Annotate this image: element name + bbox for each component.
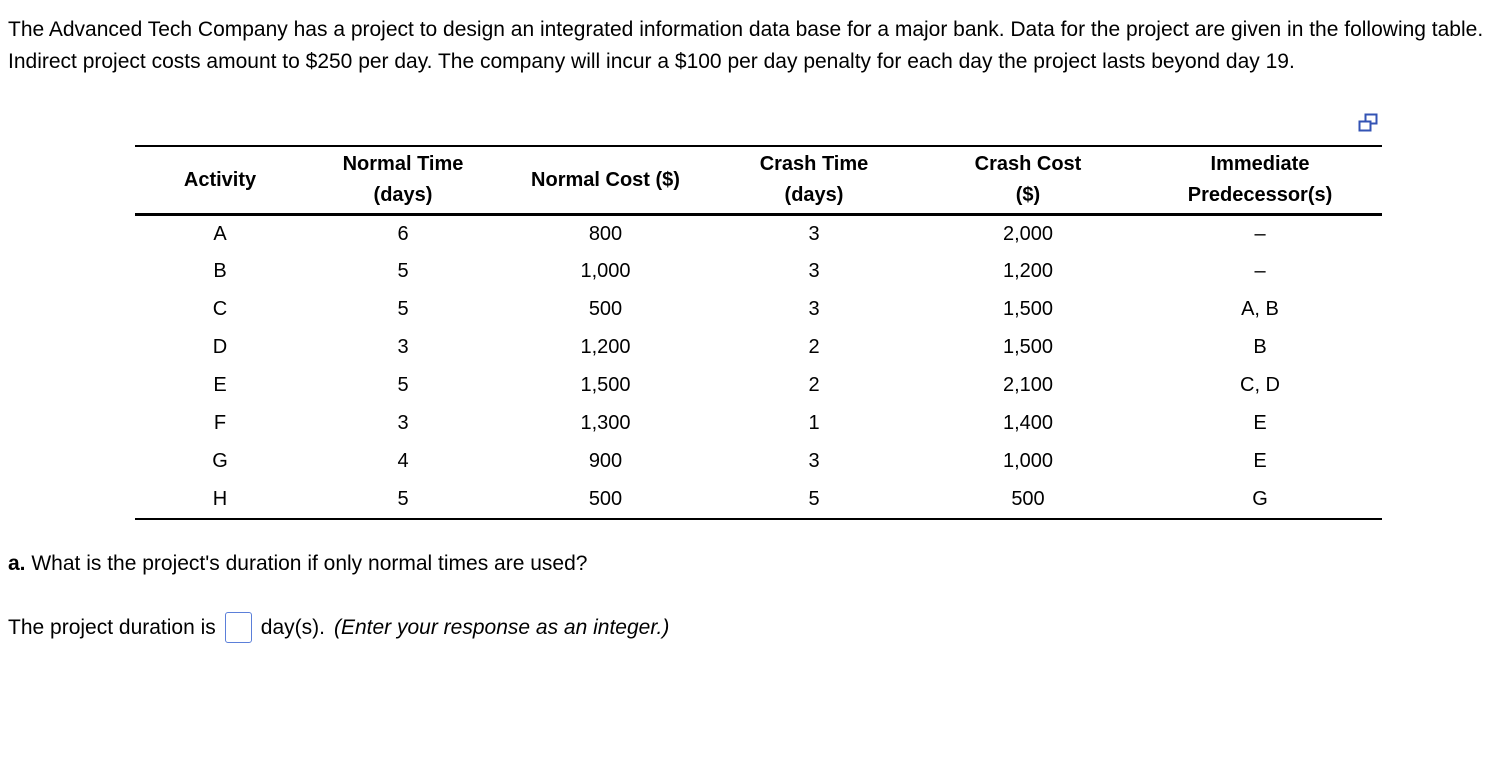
table-cell: 1,300: [580, 412, 631, 434]
table-cell: 3: [808, 298, 820, 320]
question-a: a. What is the project's duration if onl…: [8, 552, 587, 576]
table-cell: D: [212, 336, 228, 358]
table-cell: A: [213, 222, 227, 245]
table-cell: 2,100: [1002, 374, 1054, 396]
col-header-normal-time: Normal Time (days): [305, 146, 501, 216]
answer-hint: (Enter your response as an integer.): [333, 615, 670, 639]
table-cell: 1,500: [1002, 336, 1054, 358]
question-a-text: What is the project's duration if only n…: [25, 552, 588, 575]
table-cell: A, B: [1241, 298, 1279, 320]
table-row: D 3 1,200 2 1,500 B: [135, 329, 1382, 367]
table-cell: E: [1253, 450, 1267, 472]
table-cell: 500: [588, 487, 623, 510]
problem-statement: The Advanced Tech Company has a project …: [8, 18, 1484, 73]
table-cell: 5: [808, 487, 820, 510]
table-cell: C: [212, 298, 228, 320]
table-cell: H: [212, 487, 228, 510]
question-a-label: a.: [8, 552, 26, 575]
table-cell: G: [1252, 487, 1268, 510]
table-cell: 5: [397, 374, 409, 396]
table-cell: 1,500: [580, 374, 631, 396]
table-cell: 1,200: [1002, 260, 1054, 282]
table-cell: 800: [588, 222, 623, 245]
table-row: G 4 900 3 1,000 E: [135, 443, 1382, 481]
table-row: B 5 1,000 3 1,200 –: [135, 253, 1382, 291]
table-cell: G: [212, 450, 228, 472]
table-cell: E: [1253, 412, 1267, 434]
table-cell: 5: [397, 260, 409, 282]
table-row: A 6 800 3 2,000 –: [135, 215, 1382, 253]
table-cell: 3: [808, 260, 820, 282]
table-cell: B: [1253, 336, 1267, 358]
table-cell: 3: [397, 412, 409, 434]
answer-line: The project duration is day(s). (Enter y…: [8, 612, 669, 643]
table-cell: 900: [588, 450, 623, 472]
table-cell: 6: [397, 222, 409, 245]
table-cell: 1,400: [1002, 412, 1054, 434]
col-header-crash-time: Crash Time (days): [710, 146, 918, 216]
table-cell: 1: [808, 412, 820, 434]
duration-input[interactable]: [224, 612, 252, 643]
table-cell: F: [213, 412, 227, 434]
table-row: C 5 500 3 1,500 A, B: [135, 291, 1382, 329]
col-header-normal-cost: Normal Cost ($): [501, 146, 710, 216]
table-cell: 2,000: [1002, 222, 1054, 245]
table-cell: 5: [397, 487, 409, 510]
table-cell: 1,000: [580, 260, 631, 282]
table-cell: 3: [808, 222, 820, 245]
activity-data-table: Activity Normal Time (days) Normal Cost (…: [135, 145, 1382, 520]
table-cell: 1,200: [580, 336, 631, 358]
table-cell: B: [213, 260, 227, 282]
col-header-crash-cost: Crash Cost ($): [918, 146, 1138, 216]
table-row: F 3 1,300 1 1,400 E: [135, 405, 1382, 443]
table-cell: 500: [588, 298, 623, 320]
table-cell: –: [1254, 222, 1266, 245]
table-cell: 3: [397, 336, 409, 358]
table-cell: 4: [397, 450, 409, 472]
table-header-row: Activity Normal Time (days) Normal Cost (…: [135, 146, 1382, 216]
table-cell: 2: [808, 374, 820, 396]
table-cell: 5: [397, 298, 409, 320]
table-cell: 1,500: [1002, 298, 1054, 320]
col-header-activity: Activity: [135, 146, 305, 216]
table-cell: C, D: [1240, 374, 1280, 396]
answer-suffix: day(s).: [260, 615, 325, 639]
table-cell: 3: [808, 450, 820, 472]
table-cell: E: [213, 374, 227, 396]
table-cell: 2: [808, 336, 820, 358]
table-cell: –: [1254, 260, 1266, 282]
table-cell: 500: [1011, 487, 1045, 510]
table-row: H 5 500 5 500 G: [135, 481, 1382, 519]
col-header-immediate-predecessors: Immediate Predecessor(s): [1138, 146, 1382, 216]
table-cell: 1,000: [1002, 450, 1054, 472]
duplicate-window-icon[interactable]: [1356, 111, 1380, 135]
table-row: E 5 1,500 2 2,100 C, D: [135, 367, 1382, 405]
answer-prefix: The project duration is: [8, 615, 216, 639]
